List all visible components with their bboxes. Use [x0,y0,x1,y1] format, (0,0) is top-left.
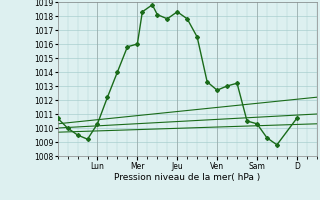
X-axis label: Pression niveau de la mer( hPa ): Pression niveau de la mer( hPa ) [114,173,260,182]
